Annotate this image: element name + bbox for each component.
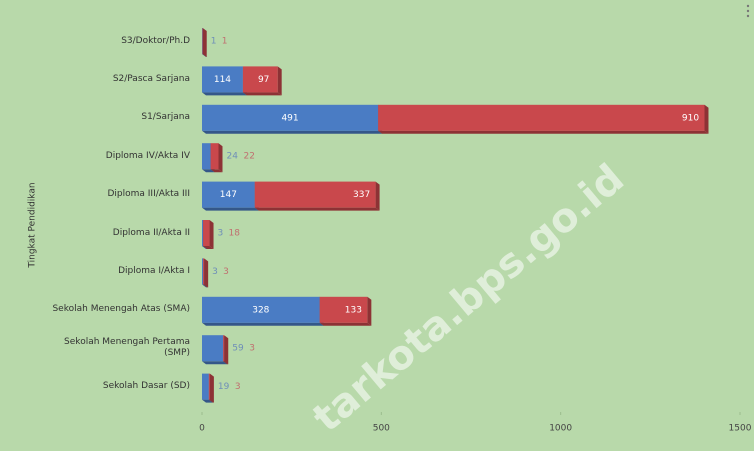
bar — [202, 143, 211, 170]
value-label: 1 — [222, 37, 228, 47]
value-label: 133 — [345, 305, 362, 315]
value-label: 1 — [211, 37, 217, 47]
y-tick-label: Sekolah Dasar (SD) — [102, 381, 190, 392]
bar-side — [209, 220, 214, 249]
bar — [202, 335, 224, 362]
x-tick-label: 1500 — [729, 424, 752, 434]
value-label: 3 — [218, 229, 224, 239]
bar-bottom — [202, 54, 207, 57]
value-label: 491 — [281, 113, 298, 123]
bar — [242, 66, 278, 93]
y-tick-label: Diploma III/Akta III — [107, 189, 190, 200]
bar — [208, 373, 210, 400]
bar — [202, 258, 204, 285]
value-label: 19 — [218, 382, 230, 392]
value-label: 59 — [232, 344, 244, 354]
bar-bottom — [202, 322, 324, 326]
bar-bottom — [202, 284, 208, 288]
y-tick-label: Diploma I/Akta I — [118, 265, 190, 276]
y-tick-label: Sekolah Menengah Pertama (SMP) — [64, 337, 190, 359]
bar — [202, 181, 255, 208]
bar-bottom — [208, 399, 214, 403]
bar-side — [277, 66, 282, 96]
bar-side — [367, 296, 372, 326]
value-label: 97 — [258, 75, 269, 85]
y-tick-label: S2/Pasca Sarjana — [112, 73, 190, 84]
bar — [202, 296, 320, 323]
menu-dot[interactable] — [746, 4, 750, 8]
bar-bottom — [202, 130, 383, 134]
bar — [203, 258, 205, 285]
bar-side — [375, 181, 380, 211]
value-label: 22 — [243, 152, 254, 162]
bar-side — [209, 373, 214, 403]
bar-bottom — [202, 92, 247, 96]
x-tick-label: 0 — [199, 424, 205, 434]
bar-side — [704, 104, 709, 134]
bar — [254, 181, 376, 208]
menu-dot[interactable] — [746, 9, 750, 13]
bar — [203, 220, 210, 246]
y-tick-label: Diploma IV/Akta IV — [105, 150, 190, 161]
bar-bottom — [202, 169, 215, 173]
bar-bottom — [223, 361, 229, 365]
value-label: 3 — [235, 382, 241, 392]
value-label: 3 — [223, 267, 229, 277]
y-tick-label: Sekolah Menengah Atas (SMA) — [52, 304, 190, 315]
x-tick-label: 1000 — [549, 424, 572, 434]
y-tick-label: S1/Sarjana — [141, 112, 190, 123]
y-tick-label: Diploma II/Akta II — [112, 227, 190, 238]
bar-bottom — [378, 130, 709, 134]
value-label: 328 — [252, 305, 269, 315]
bar-bottom — [202, 54, 207, 57]
bar-bottom — [242, 92, 282, 96]
bar-side — [224, 335, 229, 365]
value-label: 114 — [214, 75, 231, 85]
bar — [202, 104, 379, 131]
y-tick-label: S3/Doktor/Ph.D — [121, 35, 190, 46]
bar-bottom — [254, 207, 380, 211]
bar-bottom — [203, 246, 214, 249]
bar-bottom — [319, 322, 372, 326]
bar — [378, 104, 705, 131]
bar — [202, 220, 204, 246]
bar — [202, 373, 209, 400]
bar-side — [202, 28, 207, 57]
value-label: 910 — [682, 113, 699, 123]
bar-bottom — [202, 361, 228, 365]
value-label: 18 — [229, 229, 241, 239]
menu-dot[interactable] — [746, 14, 750, 18]
bar-bottom — [203, 284, 209, 288]
value-label: 337 — [353, 190, 370, 200]
bar — [210, 143, 219, 170]
bar-side — [218, 143, 223, 173]
bar — [202, 66, 243, 93]
bar-side — [204, 258, 209, 288]
bar-bottom — [202, 207, 259, 211]
bar — [223, 335, 225, 362]
x-tick-label: 500 — [373, 424, 390, 434]
y-axis-label: Tingkat Pendidikan — [28, 182, 38, 268]
value-label: 3 — [212, 267, 218, 277]
bar-bottom — [202, 246, 208, 249]
bar — [319, 296, 368, 323]
value-label: 24 — [226, 152, 238, 162]
bar-bottom — [210, 169, 223, 173]
value-label: 3 — [249, 344, 255, 354]
value-label: 147 — [220, 190, 237, 200]
bar-bottom — [202, 399, 213, 403]
